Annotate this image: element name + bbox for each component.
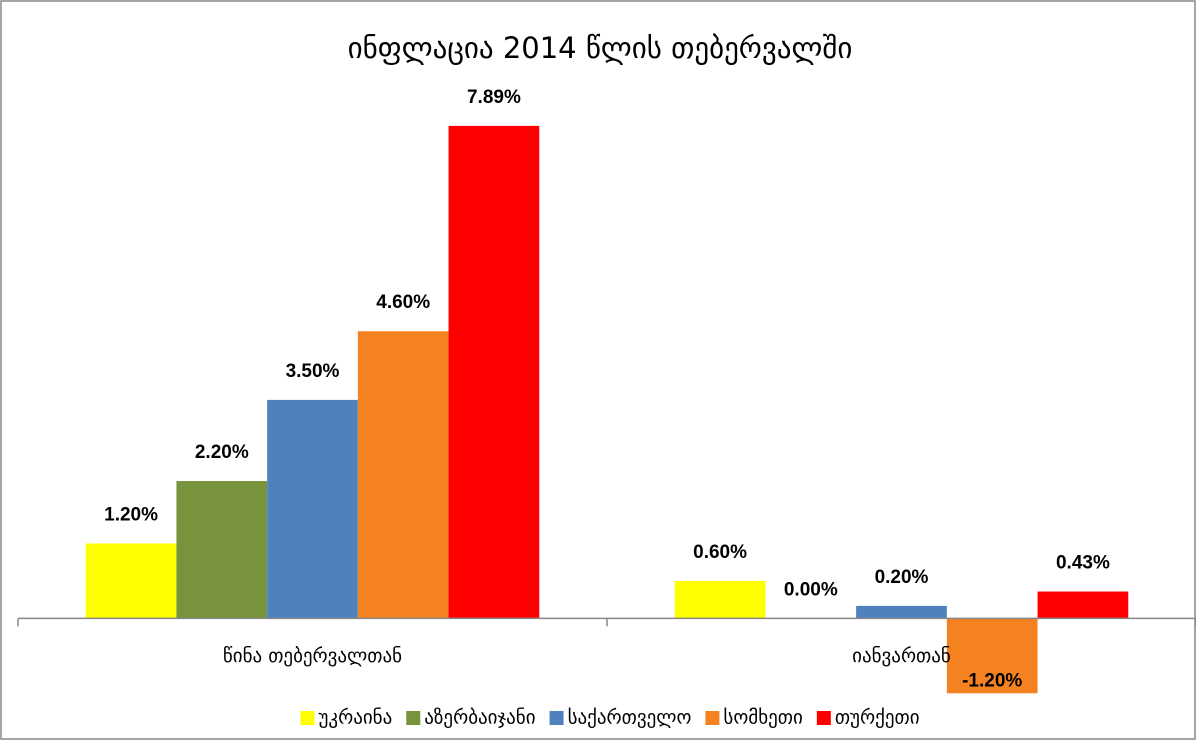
value-label: 7.89%	[467, 87, 521, 108]
bar	[448, 125, 540, 619]
bar	[674, 580, 766, 619]
bar	[856, 605, 947, 619]
bar	[357, 331, 449, 619]
legend-label: თურქეთი	[835, 707, 920, 729]
value-label: 2.20%	[195, 442, 249, 463]
bar	[85, 543, 177, 619]
value-label: 0.00%	[784, 579, 838, 600]
chart-title: ინფლაცია 2014 წლის თებერვალში	[348, 31, 853, 65]
value-label: 0.43%	[1056, 553, 1110, 574]
bar	[1037, 591, 1129, 619]
bar	[267, 399, 358, 619]
legend-swatch	[406, 711, 421, 725]
value-label: 0.20%	[875, 567, 929, 588]
x-tick-label: იანვართან	[852, 645, 951, 667]
x-tick-label: წინა თებერვალთან	[223, 645, 402, 667]
legend-swatch	[300, 711, 315, 725]
legend-label: საქართველო	[568, 707, 692, 729]
bar	[946, 618, 1038, 694]
bar	[176, 481, 268, 619]
value-label: -1.20%	[962, 670, 1022, 691]
value-label: 4.60%	[376, 292, 430, 313]
value-label: 0.60%	[693, 542, 747, 563]
value-label: 1.20%	[104, 504, 158, 525]
legend-swatch	[816, 711, 831, 725]
legend-label: სომხეთი	[723, 707, 802, 729]
legend-label: უკრაინა	[318, 707, 392, 729]
legend-label: აზერბაიჯანი	[424, 707, 535, 729]
legend-swatch	[549, 711, 564, 725]
value-label: 3.50%	[286, 361, 340, 382]
legend-swatch	[705, 711, 720, 725]
